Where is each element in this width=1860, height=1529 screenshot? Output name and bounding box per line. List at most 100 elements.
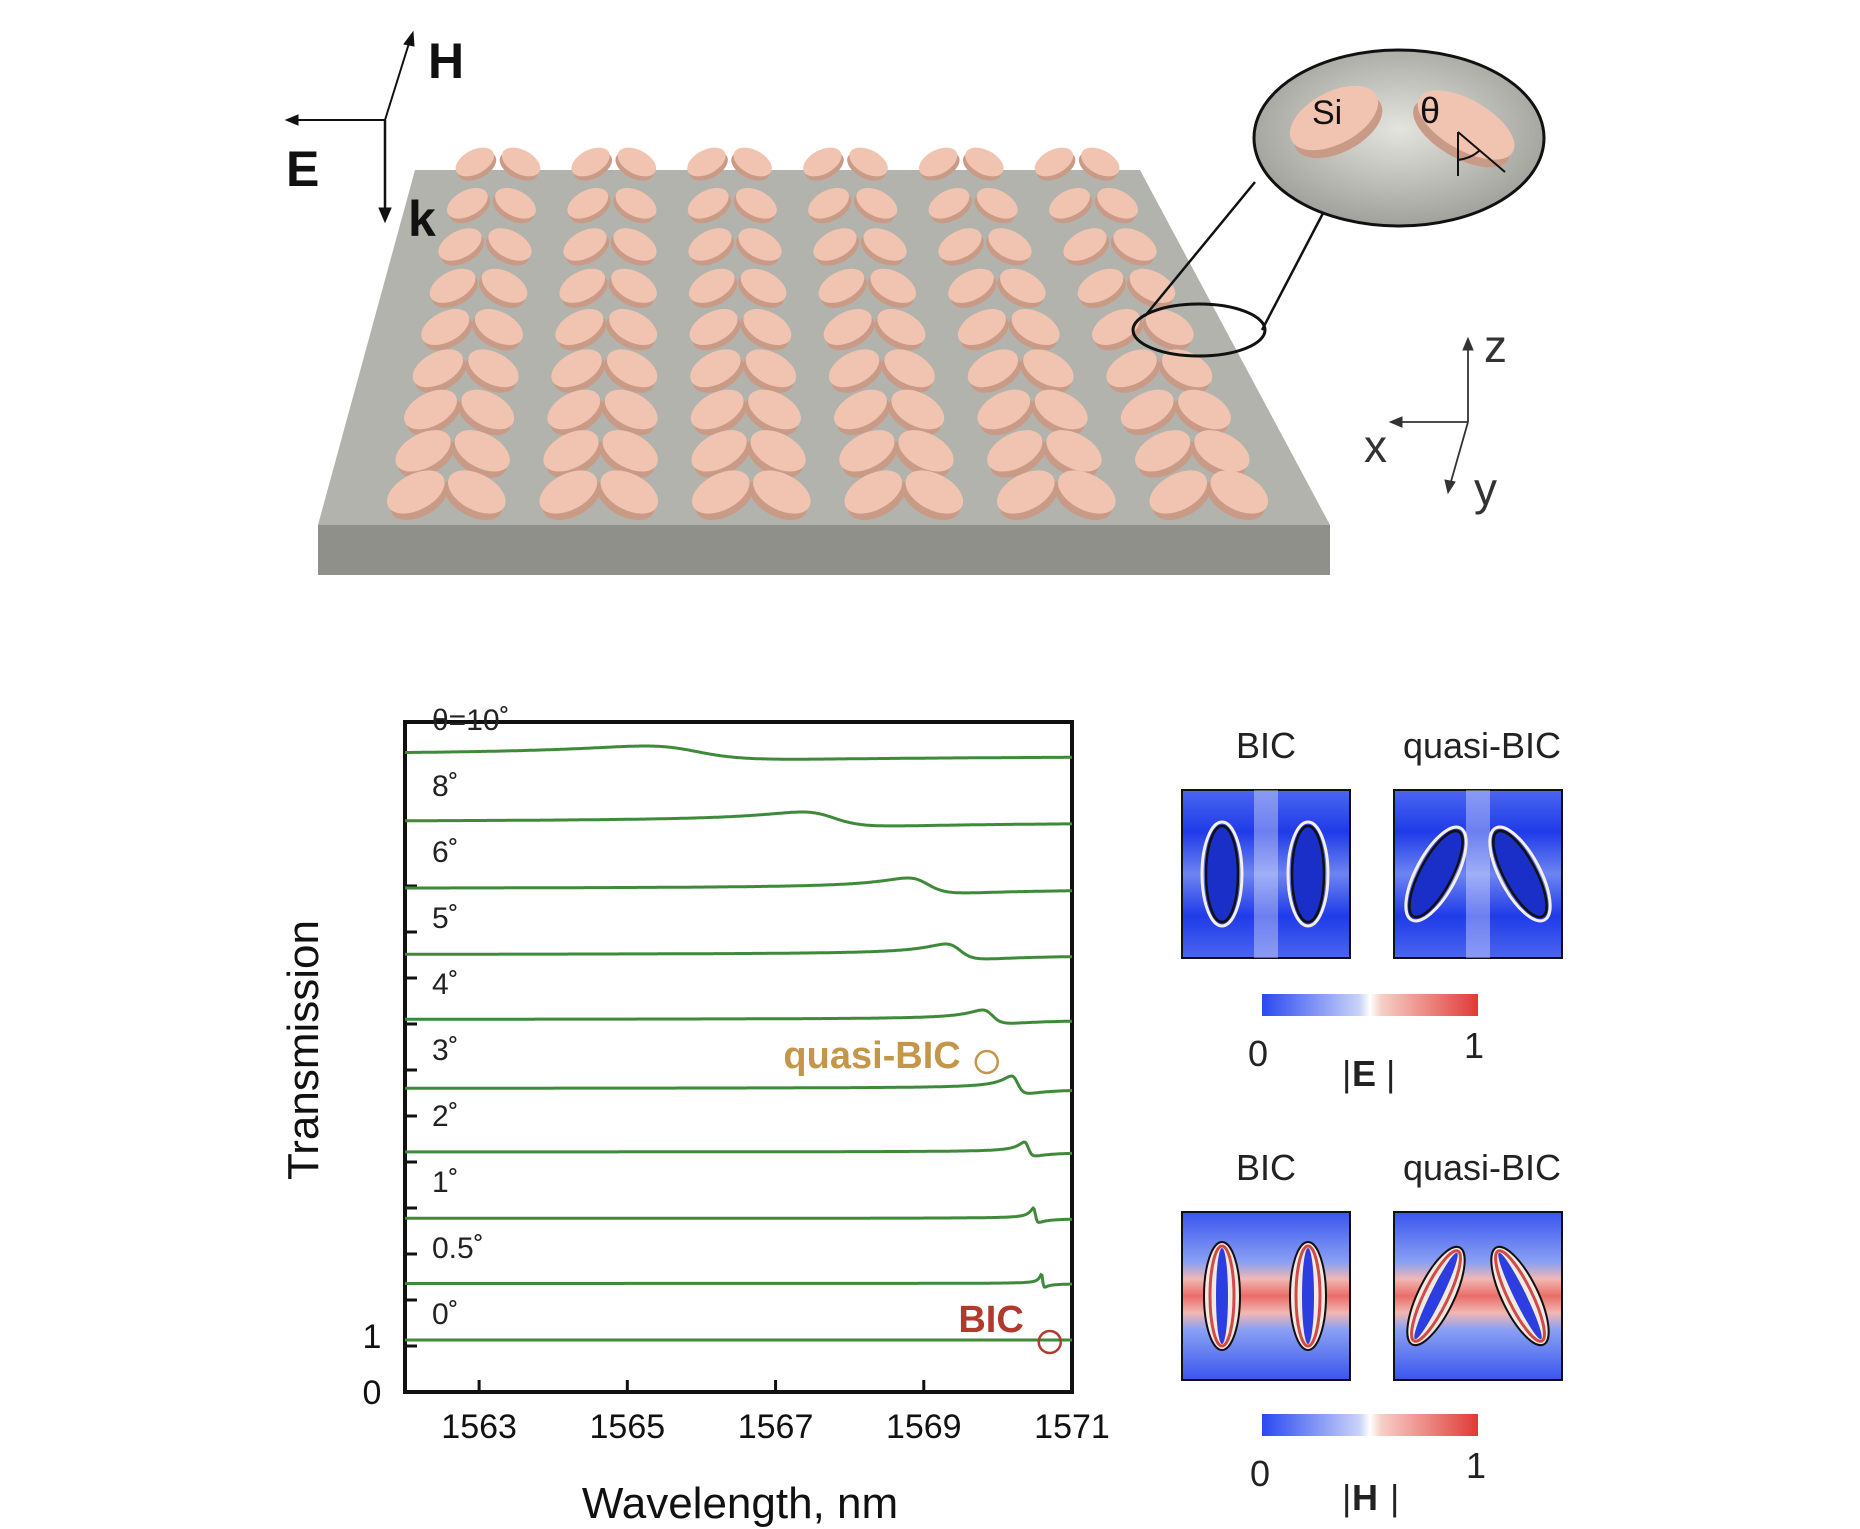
silicon-disk (499, 147, 541, 181)
x-tick-label: 1565 (590, 1408, 666, 1446)
silicon-disk (731, 147, 772, 181)
silicon-disk (823, 308, 875, 351)
e-colorbar-max: 1 (1464, 1025, 1484, 1066)
y-axis-title: Transmission (279, 920, 328, 1180)
silicon-disk (1043, 430, 1102, 478)
silicon-disk (1031, 389, 1088, 436)
silicon-disk (834, 389, 891, 436)
annotation-marker (1037, 1329, 1063, 1355)
zoom-inset: Si θ (1131, 48, 1546, 358)
silicon-disk (608, 268, 657, 308)
h-bic-title: BIC (1236, 1147, 1296, 1188)
silicon-disk (451, 430, 510, 478)
x-tick-label: 1569 (886, 1408, 962, 1446)
silicon-disk (571, 147, 613, 181)
silicon-disk (881, 349, 935, 393)
silicon-disk (691, 470, 753, 520)
silicon-disk (957, 308, 1009, 351)
silicon-disk (1110, 228, 1157, 266)
transmission-curve (405, 942, 1073, 961)
silicon-disk (429, 268, 479, 308)
silicon-disk (412, 349, 467, 393)
silicon-disk (555, 308, 607, 351)
silicon-disk (987, 430, 1046, 478)
silicon-disk (733, 187, 777, 224)
e-colorbar-symbol: E (1352, 1053, 1376, 1094)
silicon-disk (996, 470, 1058, 520)
h-colorbar-min: 0 (1250, 1453, 1270, 1494)
silicon-disk (918, 147, 960, 181)
silicon-disk (395, 430, 454, 478)
e-colorbar-min: 0 (1248, 1033, 1268, 1074)
silicon-disk (938, 228, 985, 266)
silicon-disk (985, 228, 1032, 266)
silicon-disk (492, 187, 536, 224)
svg-text:|: | (1342, 1477, 1351, 1518)
silicon-disk (867, 268, 917, 308)
silicon-disk (1008, 308, 1060, 351)
silicon-disk (465, 349, 519, 393)
silicon-disk (547, 389, 604, 436)
x-axis-title: Wavelength, nm (582, 1479, 898, 1528)
z-axis-label: z (1484, 320, 1507, 372)
silicon-disk (828, 349, 883, 393)
series-label: 1˚ (432, 1166, 459, 1199)
silicon-disk (421, 308, 473, 351)
series-label: 6˚ (432, 836, 459, 869)
polarization-axes: H E k (284, 30, 464, 247)
annotation-label: BIC (958, 1299, 1023, 1341)
silicon-disk (444, 470, 506, 520)
silicon-disk (1106, 349, 1160, 393)
silicon-disk (738, 268, 787, 308)
transmission-curve (405, 876, 1072, 895)
silicon-disk (458, 389, 515, 436)
silicon-disk (1092, 308, 1143, 351)
h-colorbar-max: 1 (1466, 1445, 1486, 1486)
x-axis-ticks: 1563 1565 1567 1569 1571 (441, 1380, 1110, 1446)
silicon-disk (1120, 389, 1177, 436)
silicon-disk (1049, 187, 1093, 224)
transmission-curve (405, 1074, 1072, 1095)
x-tick-label: 1563 (441, 1408, 517, 1446)
silicon-disk (860, 228, 907, 266)
silicon-disk (974, 187, 1018, 224)
silicon-disk (735, 228, 782, 266)
silicon-disk (1158, 349, 1213, 393)
silicon-disk (606, 308, 658, 351)
silicon-disk (689, 308, 741, 351)
series-label: 4˚ (432, 968, 459, 1001)
silicon-disk (688, 268, 738, 308)
silicon-disk (847, 147, 888, 181)
silicon-disk (962, 147, 1004, 181)
silicon-disk (1054, 470, 1116, 520)
series-labels: 0˚ 0.5˚ 1˚ 2˚ 3˚ 4˚ 5˚ 6˚ 8˚ θ=10˚ (432, 704, 510, 1331)
silicon-disk (438, 228, 485, 266)
h-colorbar-label: | H | (1342, 1477, 1399, 1518)
e-bic-title: BIC (1236, 725, 1296, 766)
h-quasi-bic-map (1393, 1211, 1563, 1381)
transmission-curve (405, 1206, 1073, 1224)
transmission-plot: 1563 1565 1567 1569 1571 0˚ 0.5˚ 1˚ 2˚ 3˚ 4˚ 5˚ 6˚ 8… (279, 704, 1110, 1528)
silicon-disk (603, 349, 658, 393)
silicon-disk (613, 187, 657, 224)
silicon-disk (559, 268, 608, 308)
silicon-disk (1174, 389, 1231, 436)
silicon-disk (485, 228, 532, 266)
x-tick-label: 1571 (1034, 1408, 1110, 1446)
transmission-curve (405, 744, 1072, 761)
silicon-disk (543, 430, 602, 478)
silicon-disk (803, 147, 844, 181)
h-field-maps: BIC quasi-BIC (1181, 1147, 1563, 1518)
theta-label: θ (1420, 90, 1440, 131)
silicon-disk (1135, 430, 1194, 478)
h-bic-map (1181, 1211, 1351, 1381)
plot-frame (403, 720, 1074, 1394)
silicon-disk (386, 470, 448, 520)
silicon-disk (687, 147, 728, 181)
silicon-disk (472, 308, 523, 351)
annotation-label: quasi-BIC (783, 1035, 960, 1077)
substrate-side (318, 525, 1330, 575)
h-quasi-bic-title: quasi-BIC (1403, 1147, 1561, 1188)
series-label: 2˚ (432, 1100, 459, 1133)
coordinate-axes: z x y (1364, 320, 1507, 515)
